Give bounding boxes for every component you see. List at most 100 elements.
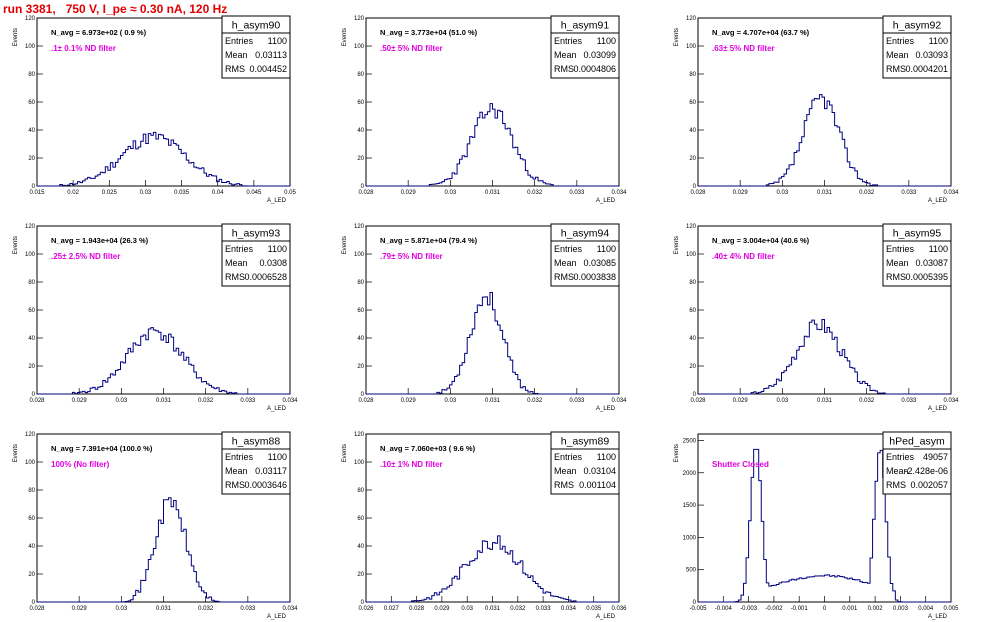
y-tick-label: 40: [357, 128, 364, 134]
histogram-line: [37, 327, 290, 395]
stats-value: 0.0004201: [905, 64, 948, 74]
x-tick-label: 0.034: [943, 398, 959, 404]
hist-panel-h_asym92: 0 20 40 60 80 100 120 0.028 0.029 0.03 0.031 0.032 0…: [674, 15, 959, 204]
y-tick-label: 0: [693, 600, 697, 606]
y-tick-label: 80: [357, 72, 364, 78]
y-tick-label: 0: [32, 184, 36, 190]
y-tick-label: 120: [354, 432, 365, 438]
stats-value: 0.0308: [259, 258, 287, 268]
x-tick-label: 0.033: [240, 398, 256, 404]
y-axis-label: Events: [13, 444, 19, 462]
y-tick-label: 20: [357, 572, 364, 578]
stats-label: Mean: [554, 466, 577, 476]
x-tick-label: 0.004: [918, 606, 934, 612]
stats-title: hPed_asym: [889, 436, 945, 448]
y-tick-label: 60: [689, 100, 696, 106]
stats-value: 49057: [923, 452, 948, 462]
stats-label: Mean: [225, 50, 248, 60]
y-tick-label: 80: [28, 280, 35, 286]
y-tick-label: 500: [686, 568, 697, 574]
stats-value: 1100: [268, 452, 287, 462]
y-tick-label: 20: [689, 156, 696, 162]
y-tick-label: 20: [357, 156, 364, 162]
stats-body-box: [550, 32, 620, 79]
histogram-line: [698, 448, 951, 603]
x-axis-label: A_LED: [267, 614, 287, 620]
stats-box: h_asym91 Entries 1100 Mean 0.03099 RMS 0.00048…: [550, 15, 620, 79]
stats-title: h_asym92: [893, 20, 942, 32]
hist-panel-h_asym90: 0 20 40 60 80 100 120 0.015 0.02 0.025 0.03 0.035 0.…: [13, 15, 296, 204]
stats-label: Entries: [554, 452, 583, 462]
x-tick-label: 0.029: [72, 398, 88, 404]
x-axis-label: A_LED: [596, 614, 616, 620]
x-tick-label: 0.032: [859, 398, 875, 404]
hist-panel-hPed_asym: 0 500 1000 1500 2000 2500 -0.005 -0.004 -0.003 -0…: [674, 431, 959, 620]
stats-title: h_asym93: [232, 228, 281, 240]
x-tick-label: 0.027: [384, 606, 400, 612]
y-axis-label: Events: [674, 28, 680, 46]
x-tick-label: -0.005: [689, 606, 707, 612]
y-tick-label: 40: [689, 128, 696, 134]
stats-label: Entries: [225, 244, 254, 254]
y-tick-label: 120: [354, 224, 365, 230]
x-tick-label: 0.031: [485, 190, 501, 196]
x-tick-label: 0.045: [246, 190, 262, 196]
x-tick-label: 0.005: [943, 606, 959, 612]
y-tick-label: 120: [686, 16, 697, 22]
y-tick-label: 60: [357, 100, 364, 106]
filter-note: Shutter Closed: [712, 460, 769, 469]
filter-note: .63± 5% ND filter: [712, 44, 775, 53]
y-tick-label: 100: [25, 44, 36, 50]
stats-label: Entries: [225, 452, 254, 462]
stats-body-box: [882, 240, 952, 287]
x-tick-label: 0.003: [893, 606, 909, 612]
x-tick-label: -0.002: [765, 606, 783, 612]
stats-body-box: [550, 240, 620, 287]
x-tick-label: 0.029: [72, 606, 88, 612]
y-tick-label: 2000: [683, 471, 697, 477]
stats-value: 0.0003646: [244, 480, 287, 490]
stats-box: h_asym90 Entries 1100 Mean 0.03113 RMS 0.00445…: [221, 15, 291, 79]
stats-label: Mean: [886, 50, 909, 60]
histogram-line: [366, 292, 619, 395]
x-tick-label: 0.03: [115, 398, 127, 404]
x-axis-label: A_LED: [928, 614, 948, 620]
y-tick-label: 0: [693, 184, 697, 190]
x-tick-label: 0.031: [156, 606, 172, 612]
stats-value: 0.004452: [249, 64, 287, 74]
stats-value: 1100: [597, 36, 616, 46]
y-tick-label: 40: [357, 544, 364, 550]
x-tick-label: 0.034: [611, 190, 627, 196]
x-tick-label: 0.035: [586, 606, 602, 612]
y-tick-label: 60: [357, 516, 364, 522]
x-tick-label: 0.028: [29, 606, 45, 612]
y-tick-label: 100: [25, 252, 36, 258]
stats-value: 0.0005395: [905, 272, 948, 282]
x-tick-label: 0.029: [434, 606, 450, 612]
x-tick-label: 0.05: [284, 190, 296, 196]
y-tick-label: 40: [689, 336, 696, 342]
stats-label: Entries: [886, 244, 915, 254]
stats-title: h_asym95: [893, 228, 942, 240]
stats-label: RMS: [554, 480, 574, 490]
y-tick-label: 80: [28, 72, 35, 78]
filter-note: .40± 4% ND filter: [712, 252, 775, 261]
x-tick-label: 0.002: [868, 606, 884, 612]
x-tick-label: 0.032: [198, 398, 214, 404]
x-tick-label: 0.031: [817, 190, 833, 196]
stats-value: 0.03085: [583, 258, 616, 268]
y-tick-label: 0: [361, 392, 365, 398]
stats-value: 1100: [929, 36, 948, 46]
filter-note: .10± 1% ND filter: [380, 460, 443, 469]
x-tick-label: 0.03: [444, 398, 456, 404]
y-tick-label: 60: [357, 308, 364, 314]
y-tick-label: 20: [357, 364, 364, 370]
stats-value: 0.03104: [583, 466, 616, 476]
x-axis-label: A_LED: [928, 198, 948, 204]
hist-panel-h_asym89: 0 20 40 60 80 100 120 0.026 0.027 0.028 0.029 0.03 0…: [342, 431, 627, 620]
y-tick-label: 100: [686, 44, 697, 50]
y-tick-label: 20: [28, 364, 35, 370]
stats-value: 0.03113: [255, 50, 287, 60]
x-tick-label: 0.015: [29, 190, 45, 196]
filter-note: 100% (No filter): [51, 460, 110, 469]
